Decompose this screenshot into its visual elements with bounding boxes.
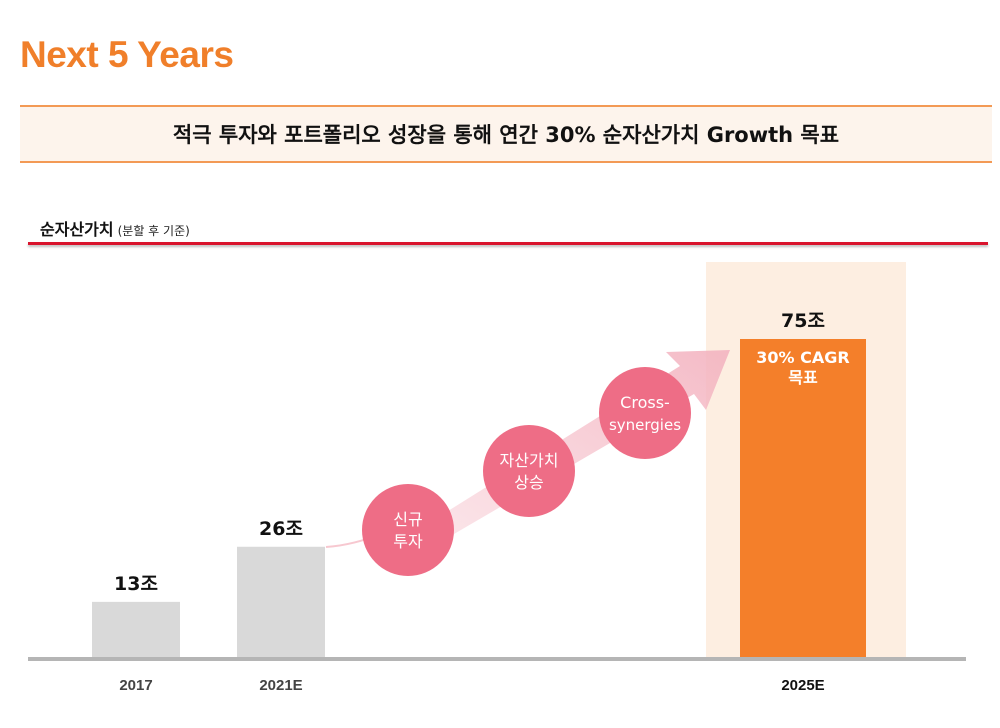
- driver-label: Cross-: [620, 393, 670, 412]
- driver-label: 투자: [393, 532, 423, 551]
- bar-2025E: [740, 339, 866, 657]
- headline-banner: 적극 투자와 포트폴리오 성장을 통해 연간 30% 순자산가치 Growth …: [20, 105, 992, 163]
- bar-annotation: 30% CAGR: [756, 348, 849, 367]
- driver-label: 자산가치: [500, 451, 559, 470]
- driver-circle: [362, 484, 454, 576]
- bar-annotation: 목표: [788, 368, 818, 387]
- driver-label: synergies: [609, 416, 681, 434]
- driver-label: 신규: [393, 510, 422, 529]
- section-divider: [28, 242, 988, 245]
- page-title: Next 5 Years: [20, 34, 234, 75]
- bar-value-label: 13조: [114, 573, 158, 595]
- bar-value-label: 26조: [259, 518, 303, 540]
- driver-circle: [483, 425, 575, 517]
- x-tick-label: 2025E: [781, 677, 824, 694]
- bar-2017: [92, 601, 180, 657]
- section-label: 순자산가치: [40, 220, 114, 239]
- driver-label: 상승: [514, 473, 543, 492]
- section-heading: 순자산가치 (분할 후 기준): [40, 216, 190, 240]
- bar-2021E: [237, 546, 325, 657]
- bar-value-label: 75조: [781, 310, 825, 332]
- x-tick-label: 2017: [119, 677, 152, 694]
- x-tick-label: 2021E: [259, 677, 302, 694]
- section-sublabel: (분할 후 기준): [117, 224, 190, 238]
- driver-circle: [599, 367, 691, 459]
